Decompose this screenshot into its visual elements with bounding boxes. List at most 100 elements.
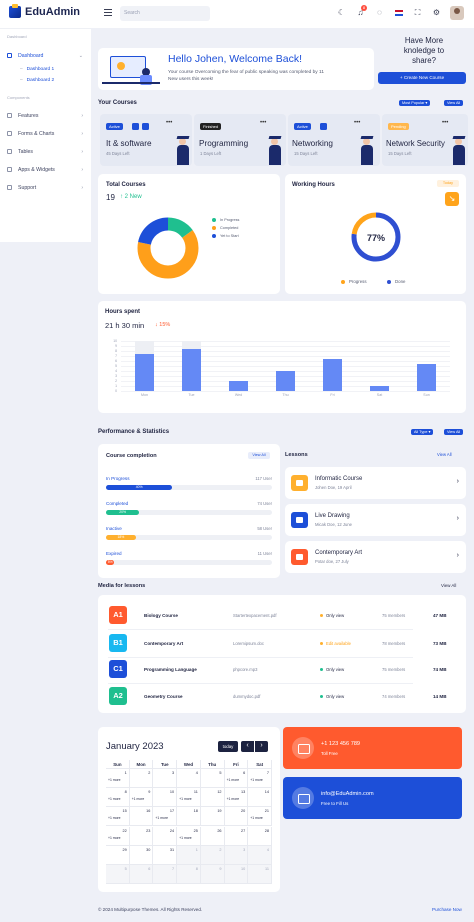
calendar-day[interactable]: 2 (129, 769, 154, 789)
calendar-day[interactable]: 9 +1 more (129, 788, 154, 808)
calendar-day[interactable]: 10 (224, 864, 249, 884)
media-file[interactable]: Startertexpacement.pdf (233, 613, 277, 618)
calendar-day[interactable]: 15 +1 more (106, 807, 130, 827)
phone-contact-card[interactable]: +1 123 456 789 Toll Free (283, 727, 462, 769)
more-events-link[interactable]: +1 more (155, 816, 168, 821)
calendar-day[interactable]: 23 (129, 826, 154, 846)
course-card[interactable]: Active ••• Networking 15 Days Left (288, 114, 380, 166)
calendar-day[interactable]: 26 (200, 826, 225, 846)
sidebar-item-features[interactable]: Features › (7, 111, 87, 120)
next-month-button[interactable]: › (255, 741, 268, 752)
media-view-all-link[interactable]: View All (441, 583, 457, 588)
performance-view-all-button[interactable]: View All (444, 429, 464, 435)
calendar-day[interactable]: 1 (177, 845, 201, 865)
course-card[interactable]: Active ••• It & software 45 Days Left (100, 114, 192, 166)
sidebar-item-dashboard[interactable]: Dashboard ⌄ (7, 51, 87, 60)
more-events-link[interactable]: +1 more (108, 816, 121, 821)
sidebar-subitem-dashboard-2[interactable]: Dashboard 2 (20, 78, 54, 83)
more-events-link[interactable]: +1 more (179, 835, 192, 840)
more-events-link[interactable]: +1 more (250, 778, 263, 782)
more-options-icon[interactable]: ••• (166, 120, 173, 126)
chat-icon[interactable]: ◌ (377, 8, 382, 17)
course-filter-select[interactable]: Most Popular ▾ (399, 100, 431, 106)
calendar-day[interactable]: 7 +1 more (248, 769, 272, 789)
email-contact-card[interactable]: info@EduAdmin.com Free to Fill Us (283, 777, 462, 819)
calendar-day[interactable]: 10 (153, 788, 178, 808)
type-filter-select[interactable]: All Type ▾ (411, 429, 434, 435)
calendar-day[interactable]: 11 +1 more (177, 788, 201, 808)
lesson-item[interactable]: Live Drawing Micak Doe, 12 June › (285, 504, 466, 536)
share-icon[interactable] (142, 123, 149, 130)
more-events-link[interactable]: +1 more (131, 797, 145, 802)
language-flag-icon[interactable] (395, 10, 403, 16)
courses-view-all-button[interactable]: View All (444, 100, 464, 106)
media-file[interactable]: Loremipsum.doc (233, 641, 264, 646)
user-avatar[interactable] (450, 6, 464, 20)
fullscreen-icon[interactable]: ⛶ (414, 8, 421, 17)
calendar-day[interactable]: 3 (224, 845, 249, 865)
more-options-icon[interactable]: ••• (354, 120, 361, 126)
more-events-link[interactable]: +1 more (250, 816, 263, 821)
calendar-day[interactable]: 3 (153, 769, 178, 789)
app-logo[interactable]: EduAdmin (9, 4, 80, 18)
calendar-day[interactable]: 19 (200, 807, 225, 827)
sidebar-item-apps-widgets[interactable]: Apps & Widgets › (7, 165, 87, 174)
media-file[interactable]: dummydoc.pdf (233, 694, 261, 699)
calendar-day[interactable]: 9 (200, 864, 225, 884)
media-row[interactable]: B1 Contemporary Art Loremipsum.doc Edit ava… (98, 631, 466, 657)
menu-toggle-icon[interactable] (104, 9, 112, 16)
calendar-day[interactable]: 7 (153, 864, 178, 884)
settings-sliders-icon[interactable]: ⚙ (432, 8, 441, 17)
calendar-day[interactable]: 25 +1 more (177, 826, 201, 846)
sidebar-item-tables[interactable]: Tables › (7, 147, 87, 156)
calendar-day[interactable]: 8 (177, 864, 201, 884)
more-events-link[interactable]: +1 more (108, 797, 121, 802)
more-events-link[interactable]: +1 more (108, 835, 121, 840)
more-events-link[interactable]: +1 more (226, 778, 240, 782)
today-button[interactable]: today (218, 741, 238, 752)
more-options-icon[interactable]: ••• (260, 120, 267, 126)
course-card[interactable]: Finished ••• Programming 1 Days Left (194, 114, 286, 166)
more-events-link[interactable]: +1 more (226, 797, 240, 802)
sidebar-item-forms-charts[interactable]: Forms & Charts › (7, 129, 87, 138)
calendar-day[interactable]: 11 (248, 864, 272, 884)
calendar-day[interactable]: 30 (129, 845, 154, 865)
prev-month-button[interactable]: ‹ (241, 741, 254, 752)
more-events-link[interactable]: +1 more (179, 797, 192, 802)
calendar-day[interactable]: 1 +1 more (106, 769, 130, 789)
lessons-view-all-link[interactable]: View All (437, 452, 452, 457)
calendar-day[interactable]: 20 (224, 807, 249, 827)
bookmark-icon[interactable] (320, 123, 327, 130)
chevron-right-icon[interactable]: › (456, 478, 459, 485)
calendar-day[interactable]: 12 (200, 788, 225, 808)
calendar-day[interactable]: 6 +1 more (224, 769, 249, 789)
sidebar-subitem-dashboard-1[interactable]: Dashboard 1 (20, 67, 54, 72)
media-row[interactable]: A1 Biology Course Startertexpacement.pdf On… (98, 603, 466, 629)
chevron-right-icon[interactable]: › (456, 515, 459, 522)
calendar-day[interactable]: 4 (177, 769, 201, 789)
calendar-day[interactable]: 14 (248, 788, 272, 808)
more-events-link[interactable]: +1 more (108, 778, 121, 782)
calendar-day[interactable]: 27 (224, 826, 249, 846)
media-file[interactable]: phpcore.mp3 (233, 667, 258, 672)
calendar-day[interactable]: 16 (129, 807, 154, 827)
dark-mode-icon[interactable]: ☾ (337, 8, 346, 17)
lesson-item[interactable]: Contemporary Art Potar doe, 27 July › (285, 541, 466, 573)
media-row[interactable]: C1 Programming Language phpcore.mp3 Only vi… (98, 657, 466, 683)
calendar-day[interactable]: 28 (248, 826, 272, 846)
calendar-day[interactable]: 13 +1 more (224, 788, 249, 808)
calendar-day[interactable]: 29 (106, 845, 130, 865)
calendar-day[interactable]: 17 +1 more (153, 807, 178, 827)
sidebar-item-support[interactable]: Support › (7, 183, 87, 192)
bookmark-icon[interactable] (132, 123, 139, 130)
chevron-right-icon[interactable]: › (456, 552, 459, 559)
calendar-day[interactable]: 2 (200, 845, 225, 865)
search-input[interactable]: Search (120, 6, 210, 21)
calendar-day[interactable]: 5 (106, 864, 130, 884)
media-row[interactable]: A2 Geometry Course dummydoc.pdf Only view 74… (98, 684, 466, 710)
notification-icon[interactable]: ♫ (357, 8, 364, 17)
expand-arrow-icon[interactable]: ↘ (445, 192, 459, 206)
calendar-day[interactable]: 21 +1 more (248, 807, 272, 827)
calendar-day[interactable]: 5 (200, 769, 225, 789)
purchase-link[interactable]: Purchase Now (432, 907, 462, 912)
